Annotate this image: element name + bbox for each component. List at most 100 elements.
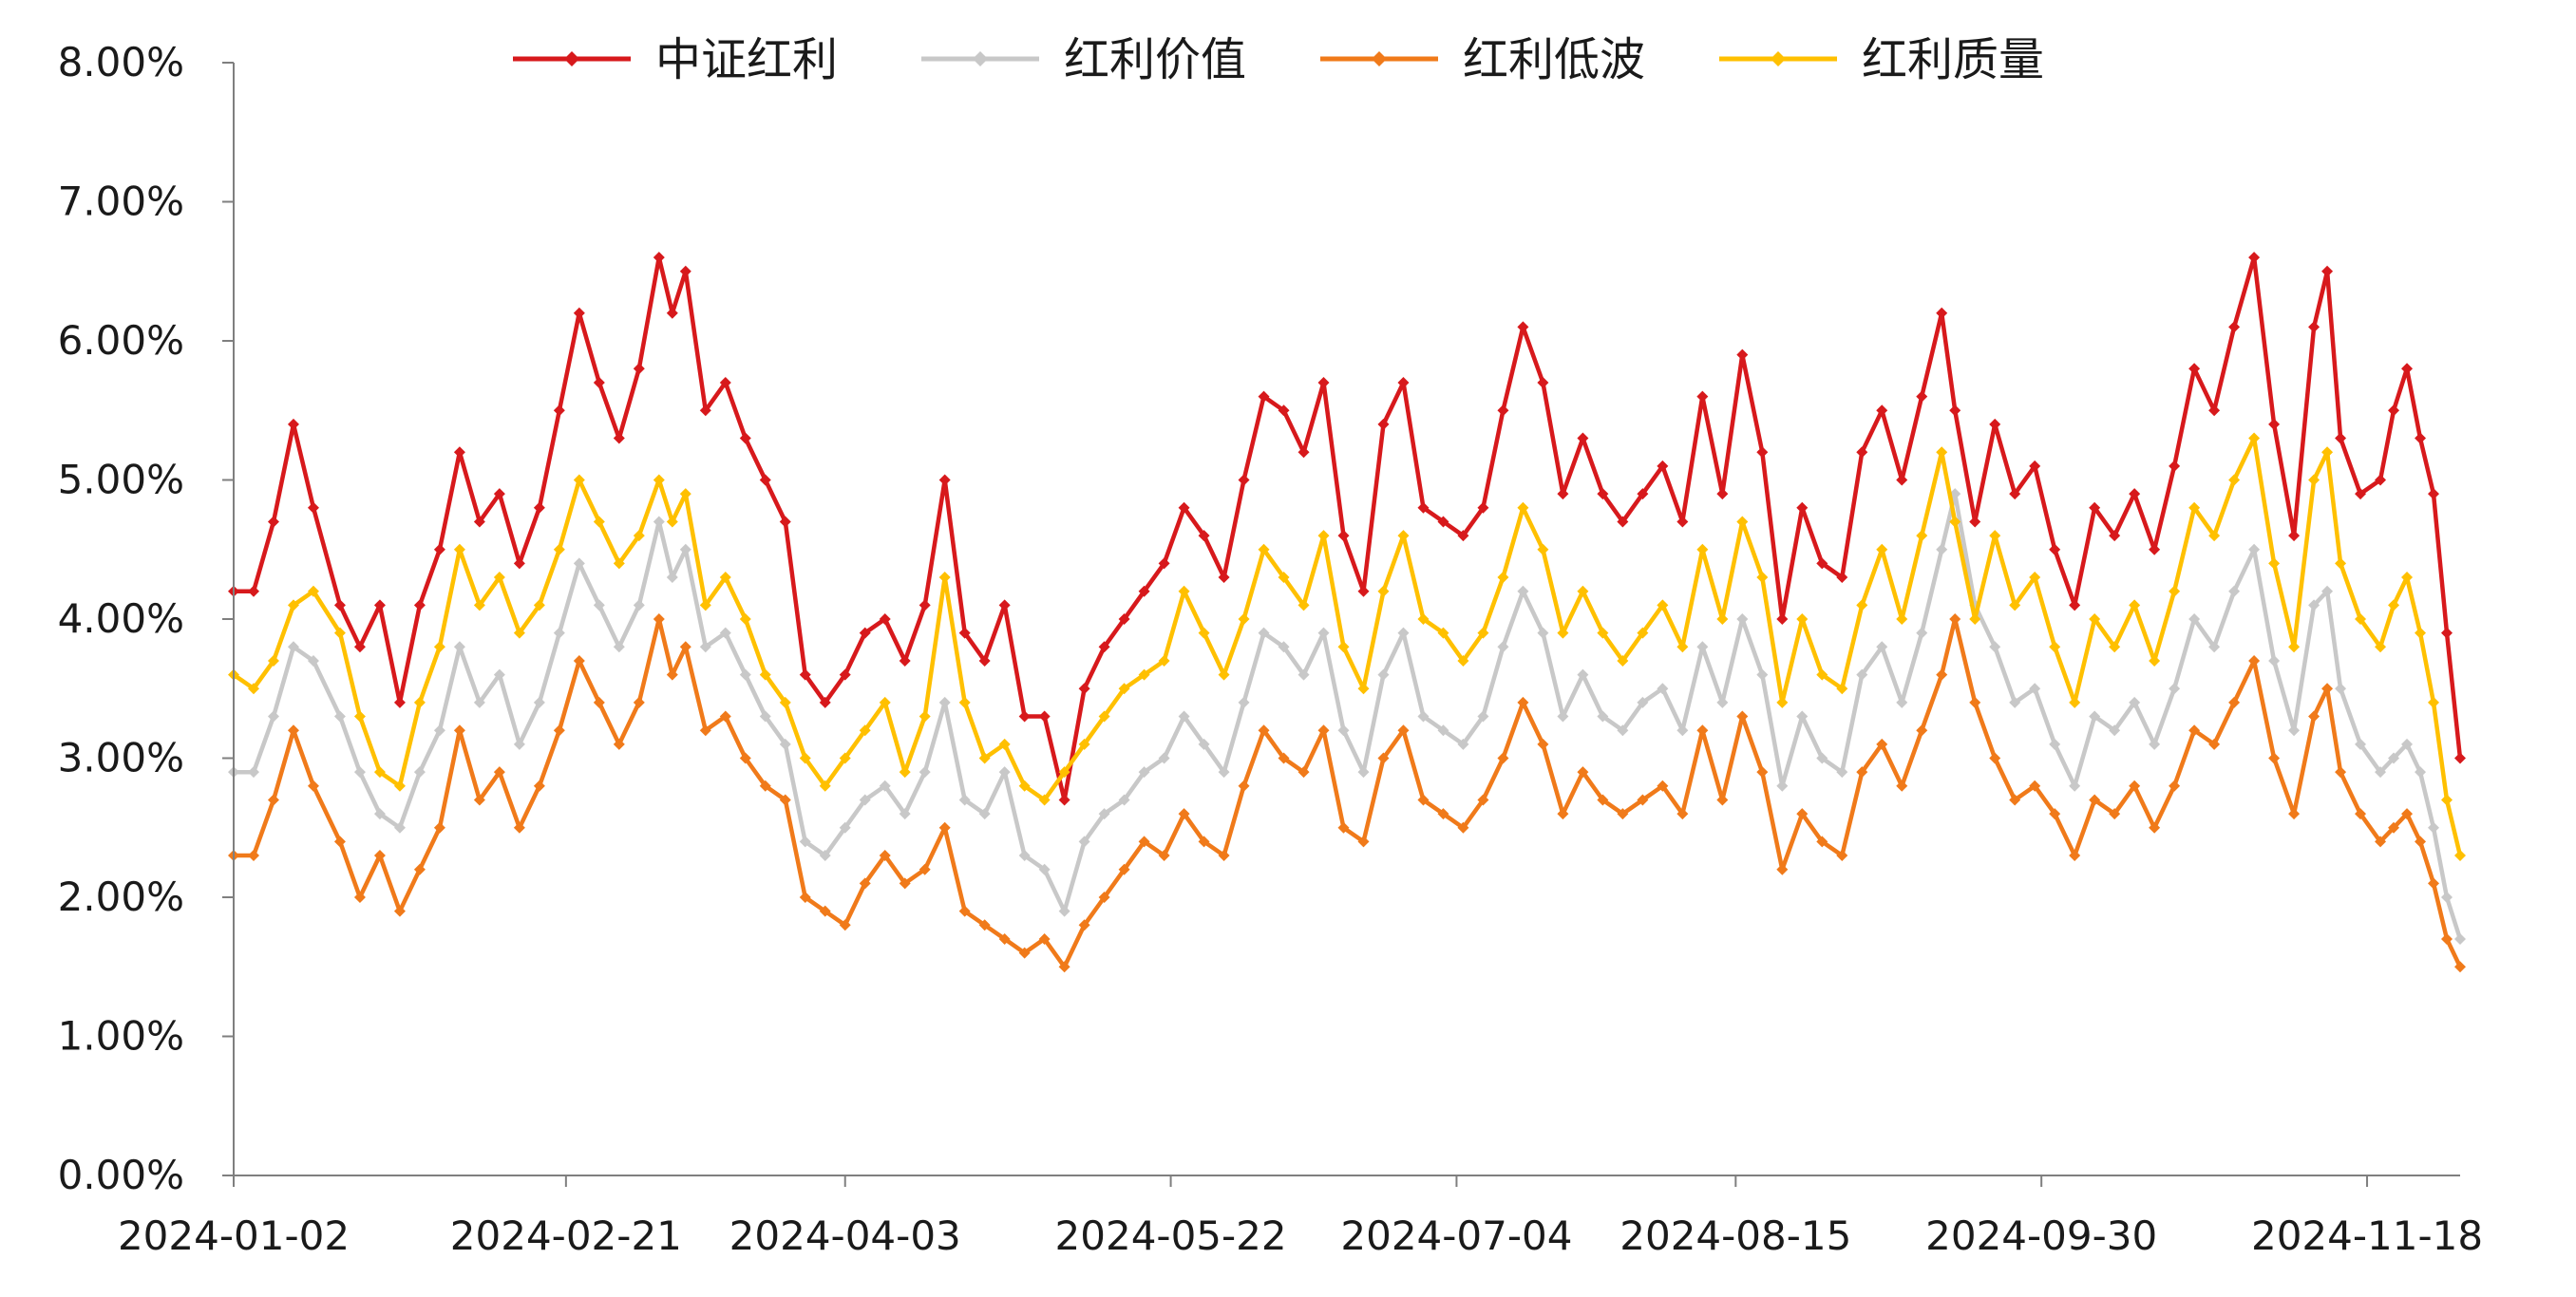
data-point (899, 877, 911, 890)
series-line (234, 254, 2463, 802)
series-1 (228, 252, 2466, 806)
data-point (513, 738, 525, 750)
data-point (1969, 516, 1981, 528)
data-point (553, 724, 565, 737)
data-point (1297, 766, 1310, 779)
data-point (653, 474, 665, 486)
data-point (1716, 613, 1729, 625)
legend-marker (564, 51, 579, 66)
data-point (1138, 668, 1150, 681)
legend-label: 红利质量 (1862, 33, 2044, 86)
data-point (1949, 404, 1961, 417)
data-point (2415, 766, 2427, 779)
series-4 (228, 432, 2466, 862)
data-point (307, 585, 319, 597)
data-point (2009, 794, 2021, 806)
data-point (1896, 613, 1908, 625)
data-point (2401, 572, 2414, 584)
data-point (2208, 641, 2221, 653)
data-point (1357, 585, 1370, 597)
data-point (2129, 488, 2141, 500)
data-point (1058, 961, 1070, 973)
data-point (958, 627, 971, 639)
data-point (2335, 557, 2347, 570)
data-point (1736, 710, 1749, 723)
x-tick-label: 2024-09-30 (1925, 1212, 2157, 1259)
data-point (1477, 627, 1489, 639)
data-point (1856, 766, 1868, 779)
data-point (819, 696, 831, 708)
data-point (1577, 585, 1589, 597)
axes: 0.00% 1.00% 2.00% 3.00% 4.00% 5.00% 6.00% 7.00%… (58, 39, 2484, 1259)
data-point (493, 488, 505, 500)
data-point (839, 668, 851, 681)
data-point (1198, 627, 1210, 639)
data-point (1696, 724, 1709, 737)
data-point (2188, 613, 2201, 625)
data-point (2321, 683, 2334, 695)
data-point (413, 599, 426, 611)
data-point (1637, 488, 1649, 500)
data-point (1058, 794, 1070, 806)
data-point (2335, 432, 2347, 444)
data-point (1716, 696, 1729, 708)
data-point (1018, 947, 1031, 959)
data-point (2268, 557, 2281, 570)
data-point (2335, 766, 2347, 779)
data-point (2248, 543, 2261, 555)
series-layer (228, 252, 2466, 973)
data-point (1796, 808, 1809, 820)
data-point (759, 474, 771, 486)
y-tick-label: 8.00% (58, 39, 184, 85)
data-point (1477, 710, 1489, 723)
data-point (1337, 724, 1350, 737)
data-point (2169, 683, 2181, 695)
data-point (1098, 808, 1110, 820)
legend-marker (1372, 51, 1387, 66)
x-tick-label: 2024-01-02 (118, 1212, 350, 1259)
data-point (1736, 348, 1749, 361)
data-point (2069, 599, 2081, 611)
data-point (593, 696, 605, 708)
data-point (739, 613, 751, 625)
data-point (1357, 836, 1370, 848)
data-point (513, 821, 525, 834)
data-point (799, 892, 811, 903)
data-point (739, 752, 751, 764)
data-point (1377, 585, 1390, 597)
data-point (1836, 572, 1848, 584)
data-point (1178, 585, 1190, 597)
data-point (1038, 710, 1051, 723)
data-point (1617, 724, 1629, 737)
data-point (1856, 446, 1868, 459)
data-point (739, 432, 751, 444)
data-point (1537, 376, 1549, 388)
data-point (1078, 683, 1090, 695)
data-point (1557, 710, 1569, 723)
data-point (1537, 738, 1549, 750)
data-point (1038, 794, 1051, 806)
data-point (666, 516, 678, 528)
data-point (1816, 557, 1828, 570)
data-point (2355, 738, 2367, 750)
data-point (1417, 710, 1430, 723)
data-point (1876, 543, 1888, 555)
data-point (353, 766, 366, 779)
data-point (1018, 710, 1031, 723)
data-point (1896, 696, 1908, 708)
data-point (1497, 404, 1509, 417)
data-point (2388, 752, 2400, 764)
data-point (267, 516, 279, 528)
data-point (1816, 668, 1828, 681)
y-tick-label: 4.00% (58, 595, 184, 642)
data-point (1949, 516, 1961, 528)
data-point (1676, 808, 1689, 820)
data-point (473, 516, 485, 528)
data-point (613, 557, 625, 570)
data-point (779, 696, 791, 708)
data-point (513, 627, 525, 639)
data-point (2355, 488, 2367, 500)
data-point (573, 557, 585, 570)
data-point (287, 418, 299, 430)
legend-entry: 红利价值 (921, 33, 1246, 86)
